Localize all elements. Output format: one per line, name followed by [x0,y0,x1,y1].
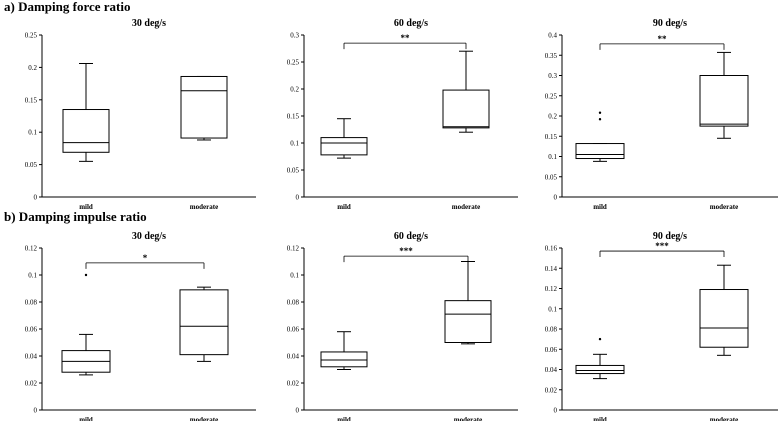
y-tick-label: 0.05 [25,161,38,169]
y-tick-label: 0.15 [287,113,300,121]
y-tick-label: 0.15 [545,133,558,141]
y-tick-label: 0.1 [290,140,299,148]
y-tick-label: 0.12 [545,285,558,293]
y-tick-label: 0.35 [545,52,558,60]
y-tick-label: 0.05 [545,173,558,181]
y-tick-label: 0.1 [290,272,299,280]
chart-panel-b-60: 60 deg/s 0 0.02 0.04 0.06 0.08 0.1 0.12 mild mode… [287,231,518,421]
y-tick-label: 0.05 [287,167,300,175]
y-tick-label: 0.2 [548,113,557,121]
chart-title: 60 deg/s [394,231,428,242]
significance-label: * [143,253,148,263]
y-tick-label: 0.25 [545,92,558,100]
x-tick-label: mild [79,416,93,421]
y-tick-label: 0 [554,407,558,415]
box-iqr [575,143,625,160]
y-tick-label: 0.06 [545,346,558,354]
chart-panel-b-90: 90 deg/s 0 0.02 0.04 0.06 0.08 0.1 0.12 0.14 0.16… [545,231,778,421]
y-tick-label: 0.02 [287,380,300,388]
y-tick-label: 0.1 [548,305,557,313]
chart-title: 90 deg/s [653,231,687,242]
chart-title: 60 deg/s [394,18,428,29]
x-tick-label: moderate [190,416,218,421]
y-tick-label: 0.04 [545,366,558,374]
box-iqr [699,75,749,127]
y-tick-label: 0.4 [548,32,557,40]
section-title-a: a) Damping force ratio [4,0,131,14]
y-tick-label: 0.3 [548,72,557,80]
y-tick-label: 0.14 [545,265,558,273]
y-tick-label: 0 [296,194,300,202]
chart-panel-a-30: 30 deg/s 0 0.05 0.1 0.15 0.2 0.25 mild moderate [25,18,256,211]
y-tick-label: 0.2 [290,86,299,94]
y-tick-label: 0.3 [290,32,299,40]
outlier-point [598,111,602,114]
y-tick-label: 0.1 [28,129,37,137]
y-tick-label: 0.08 [287,299,300,307]
y-tick-label: 0.06 [25,326,38,334]
y-tick-label: 0.04 [25,353,38,361]
section-title-b: b) Damping impulse ratio [4,209,147,224]
chart-panel-a-60: 60 deg/s 0 0.05 0.1 0.15 0.2 0.25 0.3 mild modera… [287,18,518,211]
x-tick-label: moderate [710,416,738,421]
significance-label: ** [658,34,668,44]
y-tick-label: 0 [296,407,300,415]
y-tick-label: 0.08 [545,326,558,334]
chart-title: 30 deg/s [132,18,166,29]
x-tick-label: moderate [454,416,482,421]
y-tick-label: 0.2 [28,64,37,72]
significance-label: *** [655,241,669,251]
chart-panel-a-90: 90 deg/s 0 0.05 0.1 0.15 0.2 0.25 0.3 0.35 0.4 mil… [545,18,778,211]
box-iqr [320,351,368,368]
chart-title: 30 deg/s [132,231,166,242]
y-tick-label: 0.06 [287,326,300,334]
x-tick-label: mild [593,203,607,211]
box-iqr [442,89,490,129]
y-tick-label: 0.12 [287,245,300,253]
y-tick-label: 0.1 [28,272,37,280]
x-tick-label: moderate [710,203,738,211]
box-iqr [444,300,492,343]
x-tick-label: moderate [190,203,218,211]
outlier-point [598,337,602,341]
y-tick-label: 0.25 [25,32,38,40]
y-tick-label: 0.15 [25,96,38,104]
y-tick-label: 0.16 [545,245,558,253]
box-iqr [575,364,625,375]
y-tick-label: 0 [34,407,38,415]
y-tick-label: 0.02 [545,386,558,394]
significance-label: *** [399,246,413,256]
x-tick-label: mild [593,416,607,421]
outlier-point [84,273,88,277]
y-tick-label: 0.04 [287,353,300,361]
outlier-point [598,118,602,121]
x-tick-label: moderate [452,203,480,211]
box-iqr [62,109,110,153]
y-tick-label: 0.12 [25,245,38,253]
y-tick-label: 0.08 [25,299,38,307]
box-iqr [320,137,368,156]
y-tick-label: 0.1 [548,153,557,161]
significance-label: ** [401,33,411,43]
chart-title: 90 deg/s [653,18,687,29]
x-tick-label: mild [79,203,93,211]
chart-panel-b-30: 30 deg/s 0 0.02 0.04 0.06 0.08 0.1 0.12 mild mode… [25,231,256,421]
x-tick-label: mild [337,416,351,421]
y-tick-label: 0.25 [287,59,300,67]
box-iqr [699,289,749,348]
y-tick-label: 0.02 [25,380,38,388]
y-tick-label: 0 [34,194,38,202]
box-iqr [180,75,228,139]
x-tick-label: mild [337,203,351,211]
box-iqr [179,289,229,356]
y-tick-label: 0 [554,194,558,202]
